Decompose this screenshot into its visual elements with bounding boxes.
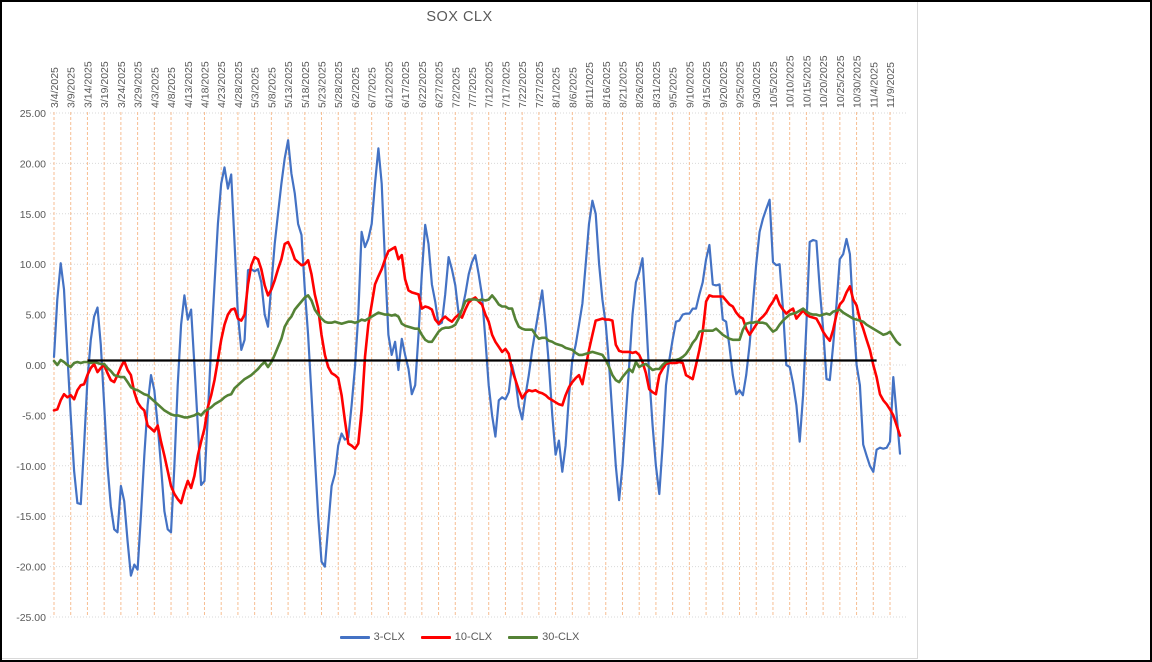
svg-text:5/23/2025: 5/23/2025 <box>317 61 329 108</box>
svg-text:8/26/2025: 8/26/2025 <box>634 61 646 108</box>
svg-text:15.00: 15.00 <box>20 209 46 221</box>
svg-text:4/23/2025: 4/23/2025 <box>216 61 228 108</box>
svg-text:9/15/2025: 9/15/2025 <box>701 61 713 108</box>
svg-text:10.00: 10.00 <box>20 259 46 271</box>
svg-text:3/24/2025: 3/24/2025 <box>116 61 128 108</box>
svg-text:9/25/2025: 9/25/2025 <box>735 61 747 108</box>
legend-item-3-clx: 3-CLX <box>339 631 405 643</box>
series-line-30-clx <box>52 294 902 419</box>
chart-object: SOX CLX 25.00 20.00 15.00 10.00 5.00 0.00 -5.0… <box>2 2 918 659</box>
svg-text:8/6/2025: 8/6/2025 <box>567 67 579 108</box>
legend-label: 3-CLX <box>373 631 405 643</box>
svg-text:7/12/2025: 7/12/2025 <box>484 61 496 108</box>
svg-text:11/9/2025: 11/9/2025 <box>885 62 897 108</box>
svg-text:-5.00: -5.00 <box>22 410 46 422</box>
x-axis-tick-labels: 3/4/2025 3/9/2025 3/14/2025 3/19/2025 3/24/2… <box>49 55 897 108</box>
svg-text:8/21/2025: 8/21/2025 <box>617 61 629 108</box>
y-axis-tick-labels: 25.00 20.00 15.00 10.00 5.00 0.00 -5.00 -10.00 -… <box>16 108 46 624</box>
legend-item-10-clx: 10-CLX <box>420 631 493 643</box>
svg-text:-15.00: -15.00 <box>16 511 46 523</box>
svg-text:9/5/2025: 9/5/2025 <box>668 67 680 108</box>
svg-text:3/4/2025: 3/4/2025 <box>49 67 61 108</box>
chart-legend: 3-CLX 10-CLX 30-CLX <box>2 631 917 643</box>
svg-text:8/11/2025: 8/11/2025 <box>584 62 596 108</box>
svg-text:10/25/2025: 10/25/2025 <box>835 55 847 108</box>
svg-text:6/7/2025: 6/7/2025 <box>367 67 379 108</box>
svg-text:7/17/2025: 7/17/2025 <box>500 61 512 108</box>
svg-text:4/3/2025: 4/3/2025 <box>149 67 161 108</box>
svg-text:10/15/2025: 10/15/2025 <box>801 55 813 108</box>
svg-text:5/18/2025: 5/18/2025 <box>300 61 312 108</box>
chart-title: SOX CLX <box>426 9 493 25</box>
svg-text:4/28/2025: 4/28/2025 <box>233 61 245 108</box>
svg-text:9/10/2025: 9/10/2025 <box>684 61 696 108</box>
svg-text:10/20/2025: 10/20/2025 <box>818 55 830 108</box>
svg-text:3/29/2025: 3/29/2025 <box>133 61 145 108</box>
svg-text:9/30/2025: 9/30/2025 <box>751 61 763 108</box>
svg-text:6/27/2025: 6/27/2025 <box>434 61 446 108</box>
svg-text:6/17/2025: 6/17/2025 <box>400 61 412 108</box>
legend-line-swatch-red <box>420 635 451 639</box>
svg-text:7/27/2025: 7/27/2025 <box>534 61 546 108</box>
legend-item-30-clx: 30-CLX <box>508 631 579 643</box>
chart-plot: 25.00 20.00 15.00 10.00 5.00 0.00 -5.00 -10.00 -… <box>16 55 908 624</box>
legend-label: 30-CLX <box>542 631 580 643</box>
svg-text:5/8/2025: 5/8/2025 <box>266 67 278 108</box>
svg-text:5/3/2025: 5/3/2025 <box>250 67 262 108</box>
svg-text:-20.00: -20.00 <box>16 562 46 574</box>
svg-text:8/16/2025: 8/16/2025 <box>601 61 613 108</box>
svg-text:9/20/2025: 9/20/2025 <box>718 61 730 108</box>
svg-text:6/22/2025: 6/22/2025 <box>417 61 429 108</box>
svg-text:4/8/2025: 4/8/2025 <box>166 67 178 108</box>
svg-text:8/31/2025: 8/31/2025 <box>651 61 663 108</box>
svg-text:6/12/2025: 6/12/2025 <box>383 61 395 108</box>
svg-text:10/5/2025: 10/5/2025 <box>768 61 780 108</box>
svg-text:7/7/2025: 7/7/2025 <box>467 67 479 108</box>
svg-text:5.00: 5.00 <box>26 310 47 322</box>
svg-text:0.00: 0.00 <box>26 360 47 372</box>
svg-text:20.00: 20.00 <box>20 158 46 170</box>
svg-text:25.00: 25.00 <box>20 108 46 120</box>
svg-text:-25.00: -25.00 <box>16 612 46 624</box>
svg-text:7/22/2025: 7/22/2025 <box>517 61 529 108</box>
svg-text:6/2/2025: 6/2/2025 <box>350 67 362 108</box>
legend-line-swatch-green <box>508 635 539 639</box>
svg-text:7/2/2025: 7/2/2025 <box>450 67 462 108</box>
svg-text:8/1/2025: 8/1/2025 <box>551 67 563 108</box>
svg-text:5/13/2025: 5/13/2025 <box>283 61 295 108</box>
svg-text:-10.00: -10.00 <box>16 461 46 473</box>
svg-text:10/30/2025: 10/30/2025 <box>852 55 864 108</box>
svg-text:5/28/2025: 5/28/2025 <box>333 61 345 108</box>
svg-text:10/10/2025: 10/10/2025 <box>785 55 797 108</box>
svg-text:11/4/2025: 11/4/2025 <box>868 62 880 108</box>
series-line-3-clx <box>52 139 902 577</box>
svg-text:4/18/2025: 4/18/2025 <box>199 61 211 108</box>
svg-text:3/19/2025: 3/19/2025 <box>99 61 111 108</box>
legend-line-swatch-blue <box>339 635 370 639</box>
legend-label: 10-CLX <box>454 631 493 643</box>
svg-text:4/13/2025: 4/13/2025 <box>183 61 195 108</box>
svg-text:3/14/2025: 3/14/2025 <box>82 61 94 108</box>
svg-text:3/9/2025: 3/9/2025 <box>66 67 78 108</box>
